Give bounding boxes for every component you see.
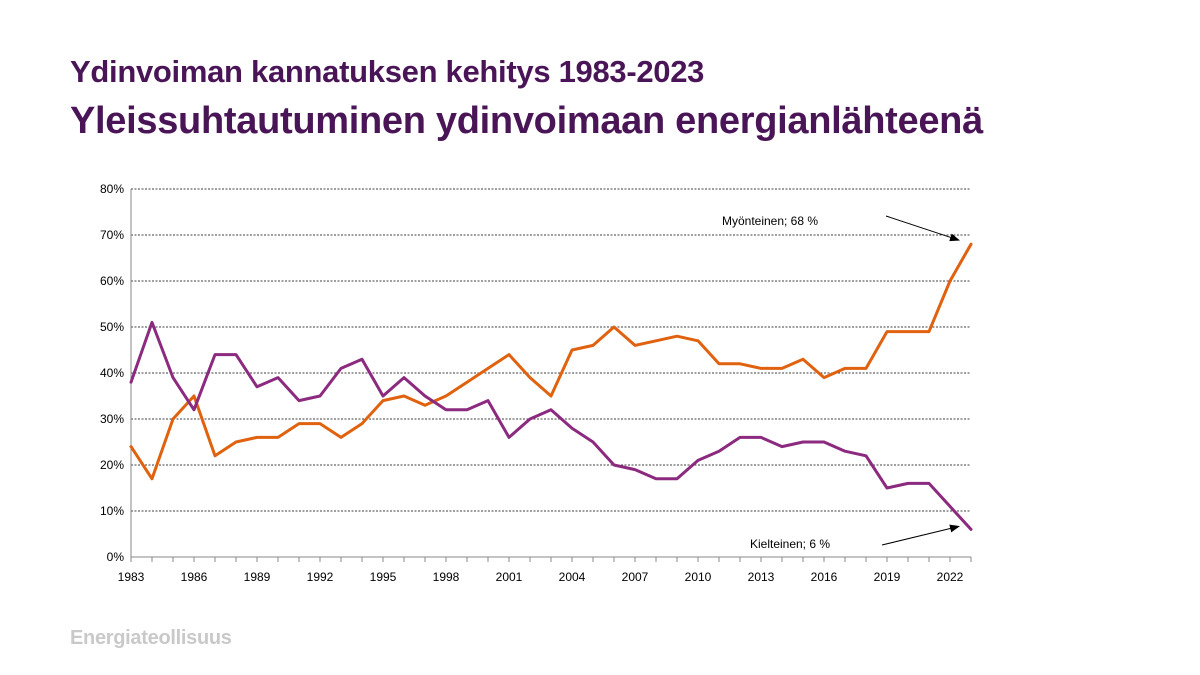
x-tick-label: 2019	[874, 570, 901, 584]
x-tick-label: 1989	[244, 570, 271, 584]
y-tick-label: 80%	[100, 182, 124, 196]
x-tick-label: 2001	[496, 570, 523, 584]
x-tick-label: 1992	[307, 570, 334, 584]
x-tick-label: 1983	[118, 570, 145, 584]
y-tick-label: 30%	[100, 412, 124, 426]
chart-title: Ydinvoiman kannatuksen kehitys 1983-2023	[70, 54, 705, 89]
chart-subtitle: Yleissuhtautuminen ydinvoimaan energianl…	[70, 100, 983, 142]
y-tick-label: 0%	[107, 550, 125, 564]
y-tick-label: 60%	[100, 274, 124, 288]
y-tick-label: 40%	[100, 366, 124, 380]
y-tick-label: 20%	[100, 458, 124, 472]
x-tick-label: 1998	[433, 570, 460, 584]
x-tick-label: 1986	[181, 570, 208, 584]
series-line-kielteinen	[129, 320, 973, 531]
x-tick-label: 2004	[559, 570, 586, 584]
annotation-label-myonteinen: Myönteinen; 68 %	[722, 214, 818, 228]
x-tick-label: 1995	[370, 570, 397, 584]
x-tick-label: 2016	[811, 570, 838, 584]
x-tick-label: 2013	[748, 570, 775, 584]
annotation-label-kielteinen: Kielteinen; 6 %	[750, 537, 830, 551]
series-line-myonteinen	[129, 242, 973, 481]
annotation-arrow-kielteinen	[881, 524, 960, 546]
annotation-arrow-myonteinen	[885, 215, 960, 242]
y-tick-label: 10%	[100, 504, 124, 518]
energiateollisuus-logo: Energiateollisuus	[70, 627, 232, 649]
x-tick-label: 2022	[937, 570, 964, 584]
y-tick-label: 50%	[100, 320, 124, 334]
x-tick-label: 2010	[685, 570, 712, 584]
y-tick-label: 70%	[100, 228, 124, 242]
x-tick-label: 2007	[622, 570, 649, 584]
